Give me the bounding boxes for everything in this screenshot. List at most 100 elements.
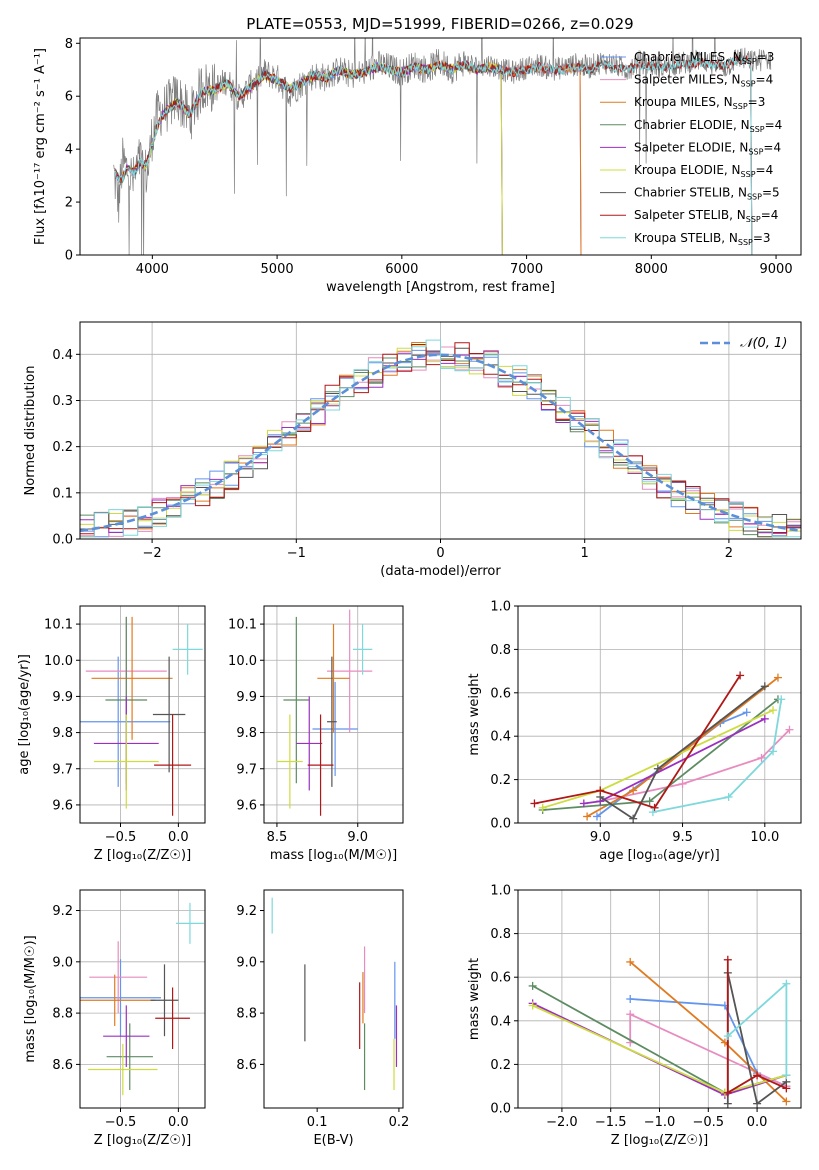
y-tick-label: 0.0 [490, 817, 511, 832]
mwAge-frame [517, 605, 802, 824]
y-axis-label: Normed distribution [23, 366, 38, 496]
x-tick-label: 0.2 [389, 1115, 410, 1130]
massE-axes: 0.1 0.2 8.6 8.8 9.0 9.2 E(B-V) [236, 904, 409, 1148]
y-tick-label: 0.8 [490, 927, 511, 942]
series-line [599, 685, 766, 821]
spectrum-axes: 4000 5000 6000 7000 8000 9000 0 2 4 6 8 wavelength … [33, 37, 793, 295]
massZ-frame [79, 889, 206, 1109]
x-tick-label: −0.5 [105, 830, 137, 845]
x-tick-label: 9.0 [347, 830, 368, 845]
y-tick-label: 8.6 [52, 1058, 73, 1073]
y-tick-label: 0.0 [490, 1102, 511, 1117]
x-tick-label: 9.5 [672, 830, 693, 845]
ageZ-axes: −0.5 0.0 9.6 9.7 9.8 9.9 10.0 10.1 Z [log₁₀(Z/Z☉… [17, 606, 205, 863]
residual-plot [80, 339, 801, 539]
x-tick-label: 8.5 [267, 830, 288, 845]
x-tick-label: 6000 [385, 262, 418, 277]
y-tick-label: 9.0 [52, 955, 73, 970]
legend-label: Chabrier MILES, NSSP=3 [634, 50, 774, 66]
y-tick-label: 0.2 [490, 1058, 511, 1073]
legend-label: Salpeter MILES, NSSP=4 [634, 73, 773, 89]
x-tick-label: −1.0 [644, 1115, 676, 1130]
x-tick-label: 0 [436, 546, 444, 561]
y-tick-label: 9.2 [52, 904, 73, 919]
y-tick-label: 1.0 [490, 600, 511, 615]
massZ-plot [80, 902, 204, 1096]
y-tick-label: 2 [65, 196, 73, 211]
legend-label: Chabrier STELIB, NSSP=5 [634, 186, 780, 202]
mwZ-plot [528, 955, 791, 1108]
y-tick-label: 8.8 [236, 1007, 257, 1022]
y-axis-label: mass [log₁₀(M/M☉)] [23, 935, 38, 1062]
y-tick-label: 9.9 [52, 690, 73, 705]
ageM-plot [276, 609, 373, 816]
spectrum-legend: Chabrier MILES, NSSP=3 Salpeter MILES, NS… [600, 50, 782, 247]
y-tick-label: 9.7 [52, 762, 73, 777]
x-tick-label: 10.0 [750, 830, 779, 845]
y-axis-label: mass weight [467, 673, 482, 755]
legend-label: Salpeter ELODIE, NSSP=4 [634, 140, 781, 156]
legend-label: Chabrier ELODIE, NSSP=4 [634, 118, 782, 134]
y-tick-label: 8.6 [236, 1058, 257, 1073]
panels: 4000 5000 6000 7000 8000 9000 0 2 4 6 8 wavelength … [17, 37, 802, 1148]
mwAge-plot [530, 671, 794, 823]
y-tick-label: 9.8 [236, 726, 257, 741]
legend-label: 𝒩(0, 1) [740, 336, 787, 351]
y-tick-label: 0.4 [490, 730, 511, 745]
legend-label: Kroupa ELODIE, NSSP=4 [634, 163, 773, 179]
mwZ-frame [517, 889, 802, 1109]
series-line [534, 674, 741, 809]
series-line [600, 729, 791, 803]
y-tick-label: 8.8 [52, 1007, 73, 1022]
x-tick-label: −1.5 [595, 1115, 627, 1130]
x-tick-label: 4000 [136, 262, 169, 277]
y-tick-label: 9.7 [236, 762, 257, 777]
y-tick-label: 1.0 [490, 884, 511, 899]
y-tick-label: 0.2 [490, 773, 511, 788]
massE-frame [263, 889, 404, 1109]
y-tick-label: 0.2 [52, 440, 73, 455]
y-tick-label: 9.6 [236, 798, 257, 813]
y-tick-label: 0.1 [52, 486, 73, 501]
figure-title: PLATE=0553, MJD=51999, FIBERID=0266, z=0… [246, 15, 633, 33]
x-tick-label: 9000 [760, 262, 793, 277]
y-tick-label: 0.4 [52, 348, 73, 363]
ageZ-frame [79, 605, 206, 824]
y-tick-label: 0.3 [52, 394, 73, 409]
x-tick-label: 8000 [635, 262, 668, 277]
y-tick-label: 9.9 [236, 690, 257, 705]
x-tick-label: 0.1 [307, 1115, 328, 1130]
model-spectrum-kroupa-stelib [114, 57, 753, 255]
x-axis-label: Z [log₁₀(Z/Z☉)] [94, 1133, 191, 1148]
legend-label: Kroupa MILES, NSSP=3 [634, 95, 765, 111]
massZ-axes: −0.5 0.0 8.6 8.8 9.0 9.2 Z [log₁₀(Z/Z☉)] mass [… [23, 890, 205, 1148]
y-tick-label: 0 [65, 249, 73, 264]
ageZ-plot [80, 616, 203, 816]
x-tick-label: 1 [581, 546, 589, 561]
x-axis-label: E(B-V) [313, 1133, 353, 1148]
y-tick-label: 10.0 [44, 654, 73, 669]
y-axis-label: age [log₁₀(age/yr)] [17, 654, 32, 775]
x-axis-label: wavelength [Angstrom, rest frame] [326, 280, 555, 295]
y-tick-label: 10.0 [228, 654, 257, 669]
y-tick-label: 8 [65, 37, 73, 52]
y-tick-label: 4 [65, 143, 73, 158]
x-tick-label: 5000 [261, 262, 294, 277]
y-tick-label: 0.0 [52, 533, 73, 548]
x-axis-label: (data-model)/error [380, 564, 501, 579]
normal-curve [80, 353, 801, 533]
x-axis-label: Z [log₁₀(Z/Z☉)] [94, 848, 191, 863]
series-line [726, 959, 787, 1095]
y-tick-label: 0.6 [490, 686, 511, 701]
y-axis-label: Flux [fλ10⁻¹⁷ erg cm⁻² s⁻¹ A⁻¹] [33, 48, 48, 245]
x-tick-label: 7000 [510, 262, 543, 277]
series-line [652, 699, 783, 813]
x-tick-label: 0.0 [168, 1115, 189, 1130]
y-tick-label: 9.6 [52, 798, 73, 813]
histogram-kroupa-stelib [80, 339, 801, 539]
massE-plot [271, 897, 398, 1091]
x-tick-label: −0.5 [105, 1115, 137, 1130]
ageM-axes: 8.5 9.0 9.6 9.7 9.8 9.9 10.0 10.1 mass [log₁₀(M/… [228, 606, 403, 863]
